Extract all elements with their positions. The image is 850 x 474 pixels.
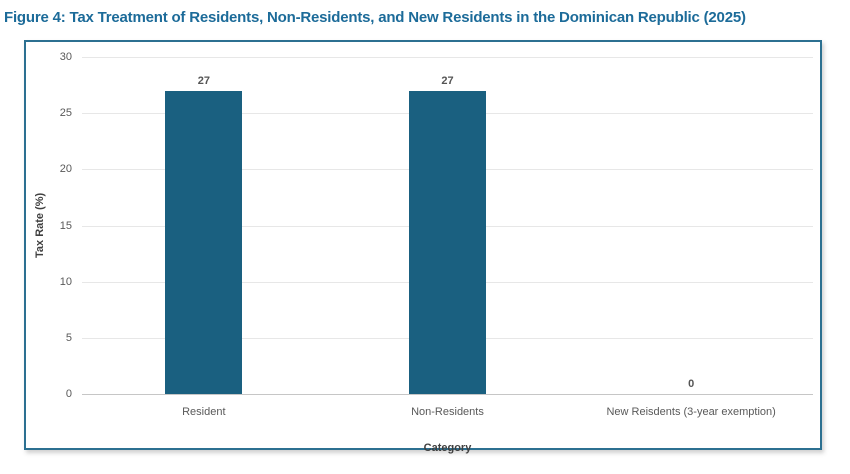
- x-category-label: Resident: [182, 406, 226, 418]
- bar-value-label: 27: [197, 74, 210, 87]
- bar: [409, 90, 486, 394]
- x-category-label: Non-Residents: [411, 406, 484, 418]
- y-tick-label: 30: [59, 51, 72, 63]
- y-tick-label: 25: [59, 107, 72, 120]
- gridline: [82, 57, 813, 58]
- bar-value-label: 0: [688, 378, 695, 390]
- x-axis-line: [82, 394, 813, 395]
- y-tick-label: 5: [65, 331, 72, 344]
- x-category-label: New Reisdents (3-year exemption): [606, 406, 776, 418]
- plot-area: Category 30 25 20 15 10 5 0 27 Resident 27 Non-Res…: [60, 51, 813, 454]
- figure-title: Figure 4: Tax Treatment of Residents, No…: [4, 9, 746, 26]
- x-axis-title: Category: [423, 442, 472, 454]
- y-tick-label: 15: [59, 219, 72, 232]
- y-tick-label: 20: [59, 163, 72, 176]
- bar-value-label: 27: [441, 74, 454, 87]
- y-tick-label: 0: [65, 388, 72, 400]
- y-tick-label: 10: [59, 275, 72, 288]
- bar: [165, 90, 243, 394]
- chart-frame: Tax Rate (%) Category 30 25 20 15 10 5 0 27 Resi…: [24, 40, 822, 454]
